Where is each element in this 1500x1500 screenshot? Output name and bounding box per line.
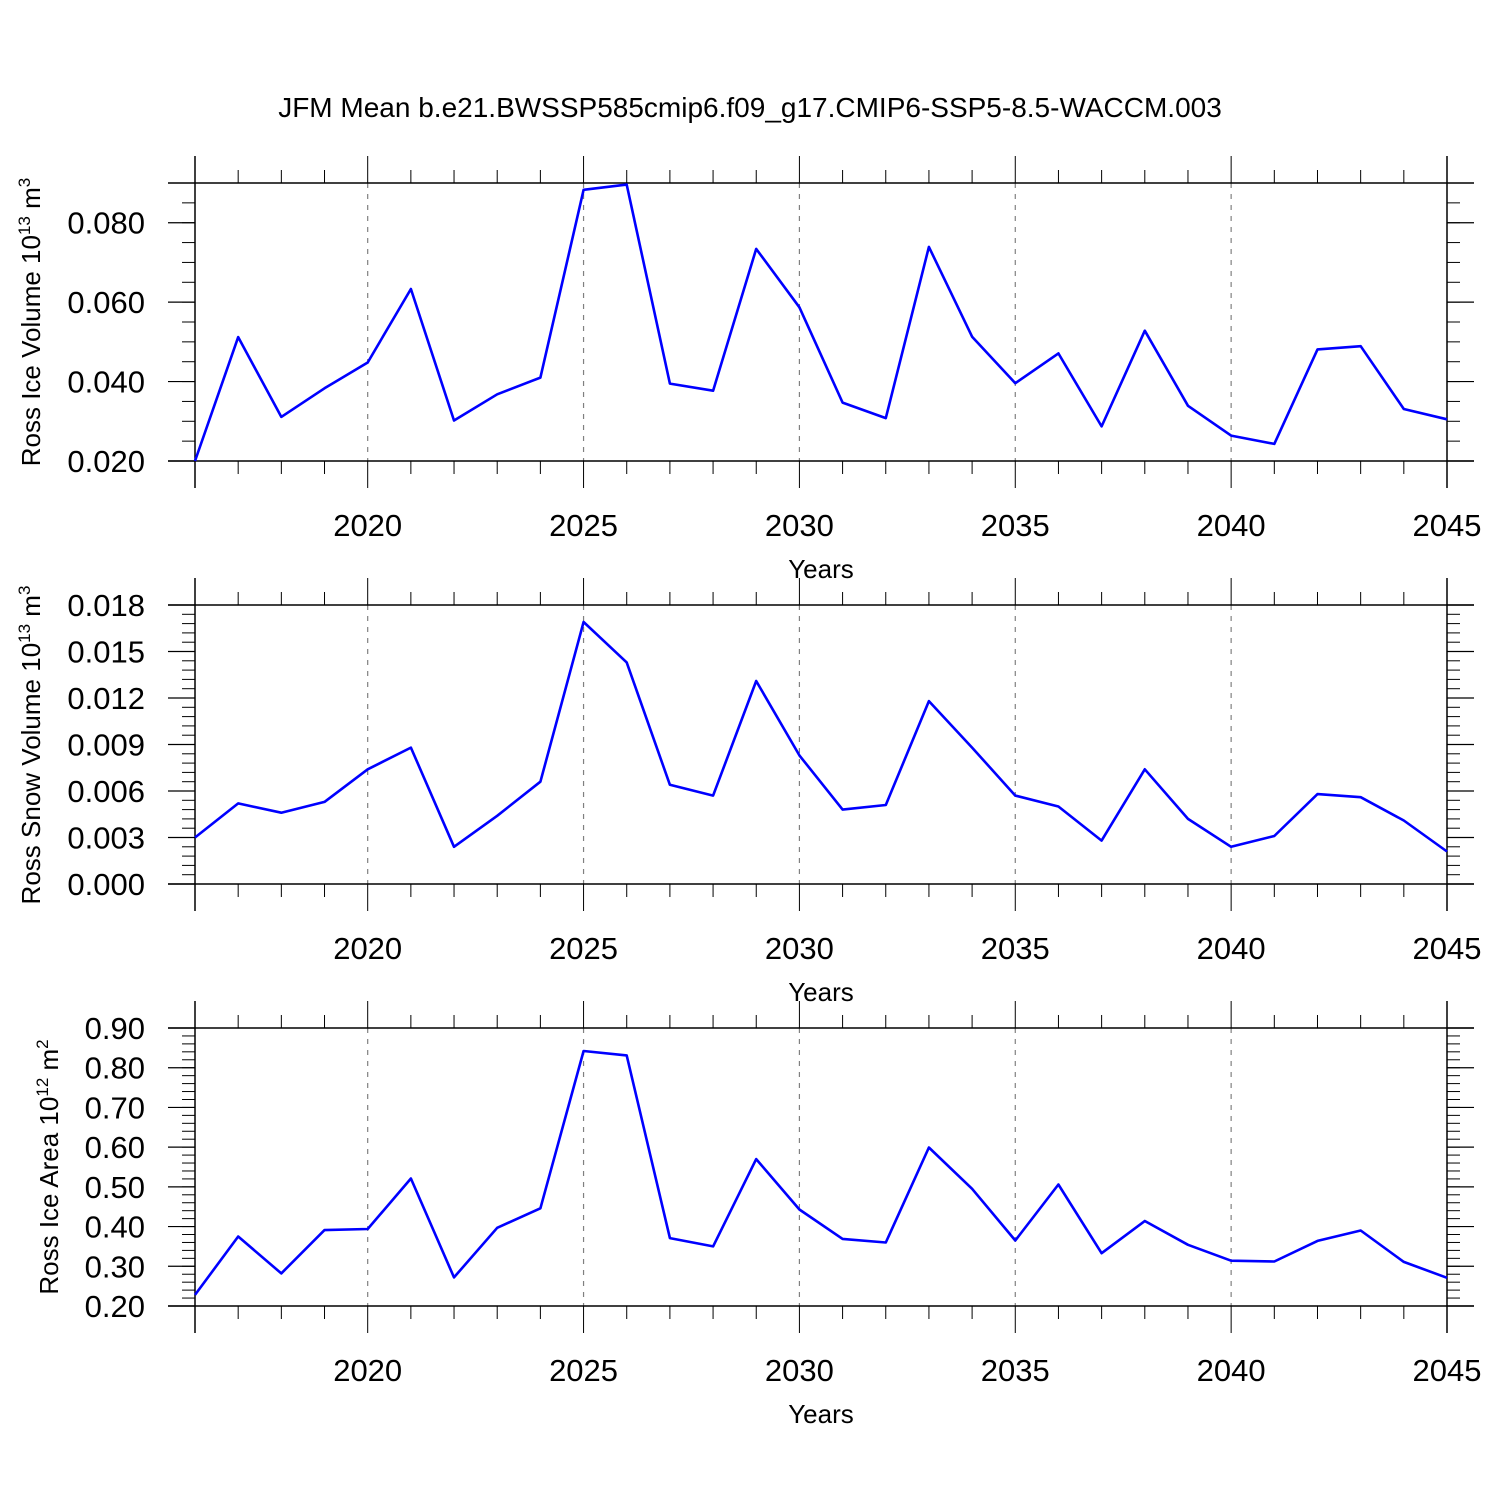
x-tick-label: 2045 bbox=[1413, 931, 1482, 966]
series-line bbox=[194, 620, 1448, 853]
y-tick-label: 0.080 bbox=[67, 206, 145, 241]
y-tick-label: 0.006 bbox=[67, 774, 145, 809]
y-tick-label: 0.040 bbox=[67, 365, 145, 400]
y-tick-label: 0.40 bbox=[85, 1210, 145, 1245]
panel-1: 0.020 0.040 0.060 0.080 2020 2025 2030 2035 2040… bbox=[15, 156, 1481, 584]
series-line bbox=[193, 1049, 1448, 1296]
x-tick-label: 2035 bbox=[981, 1353, 1050, 1388]
chart-title: JFM Mean b.e21.BWSSP585cmip6.f09_g17.CMI… bbox=[278, 92, 1222, 123]
y-tick-label: 0.003 bbox=[67, 821, 145, 856]
x-tick-label: 2035 bbox=[981, 931, 1050, 966]
y-axis-label: Ross Ice Volume 1013 m3 bbox=[15, 178, 46, 467]
y-tick-label: 0.009 bbox=[67, 728, 145, 763]
panel-2: 0.000 0.003 0.006 0.009 0.012 0.015 0.018 2020 2… bbox=[15, 578, 1481, 1007]
x-tick-label: 2030 bbox=[765, 1353, 834, 1388]
y-axis-label: Ross Snow Volume 1013 m3 bbox=[15, 586, 46, 905]
y-tick-label: 0.70 bbox=[85, 1090, 145, 1125]
y-tick-label: 0.015 bbox=[67, 635, 145, 670]
x-tick-label: 2020 bbox=[333, 931, 402, 966]
x-tick-label: 2030 bbox=[765, 931, 834, 966]
y-tick-label: 0.90 bbox=[85, 1011, 145, 1046]
x-axis-label: Years bbox=[788, 1399, 854, 1429]
x-axis-label: Years bbox=[788, 977, 854, 1007]
x-tick-label: 2020 bbox=[333, 1353, 402, 1388]
y-tick-label: 0.80 bbox=[85, 1051, 145, 1086]
panel-3: 0.20 0.30 0.40 0.50 0.60 0.70 0.80 0.90 2020 2025… bbox=[33, 1001, 1481, 1429]
x-tick-label: 2030 bbox=[765, 508, 834, 543]
x-tick-label: 2045 bbox=[1413, 1353, 1482, 1388]
y-tick-label: 0.000 bbox=[67, 867, 145, 902]
y-tick-label: 0.012 bbox=[67, 681, 145, 716]
x-tick-label: 2020 bbox=[333, 508, 402, 543]
x-tick-label: 2040 bbox=[1197, 931, 1266, 966]
y-axis-label: Ross Ice Area 1012 m2 bbox=[33, 1039, 64, 1294]
x-tick-label: 2035 bbox=[981, 508, 1050, 543]
y-tick-label: 0.30 bbox=[85, 1249, 145, 1284]
x-tick-label: 2025 bbox=[549, 931, 618, 966]
y-tick-label: 0.60 bbox=[85, 1130, 145, 1165]
x-tick-label: 2025 bbox=[549, 508, 618, 543]
x-tick-label: 2045 bbox=[1413, 508, 1482, 543]
x-tick-label: 2025 bbox=[549, 1353, 618, 1388]
y-tick-label: 0.060 bbox=[67, 285, 145, 320]
x-axis-label: Years bbox=[788, 554, 854, 584]
y-tick-label: 0.018 bbox=[67, 588, 145, 623]
y-tick-label: 0.50 bbox=[85, 1170, 145, 1205]
x-tick-label: 2040 bbox=[1197, 1353, 1266, 1388]
y-tick-label: 0.20 bbox=[85, 1289, 145, 1324]
series-line bbox=[193, 183, 1448, 462]
y-tick-label: 0.020 bbox=[67, 444, 145, 479]
x-tick-label: 2040 bbox=[1197, 508, 1266, 543]
